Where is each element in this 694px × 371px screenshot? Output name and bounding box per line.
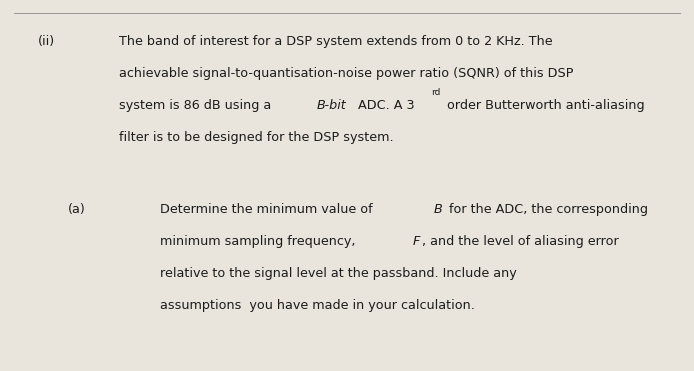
- Text: , and the level of aliasing error: , and the level of aliasing error: [421, 235, 618, 248]
- Text: (ii): (ii): [37, 35, 55, 47]
- Text: ADC. A 3: ADC. A 3: [355, 99, 415, 112]
- Text: assumptions  you have made in your calculation.: assumptions you have made in your calcul…: [160, 299, 475, 312]
- Text: F: F: [412, 235, 420, 248]
- Text: minimum sampling frequency,: minimum sampling frequency,: [160, 235, 359, 248]
- Text: order Butterworth anti-aliasing: order Butterworth anti-aliasing: [443, 99, 645, 112]
- Text: achievable signal-to-quantisation-noise power ratio (SQNR) of this DSP: achievable signal-to-quantisation-noise …: [119, 67, 574, 80]
- Text: relative to the signal level at the passband. Include any: relative to the signal level at the pass…: [160, 267, 517, 280]
- Text: B-bit: B-bit: [316, 99, 346, 112]
- Text: Determine the minimum value of: Determine the minimum value of: [160, 203, 377, 216]
- Text: for the ADC, the corresponding: for the ADC, the corresponding: [445, 203, 648, 216]
- Text: (a): (a): [68, 203, 86, 216]
- Text: filter is to be designed for the DSP system.: filter is to be designed for the DSP sys…: [119, 131, 393, 144]
- Text: The band of interest for a DSP system extends from 0 to 2 KHz. The: The band of interest for a DSP system ex…: [119, 35, 553, 47]
- Text: B: B: [434, 203, 443, 216]
- Text: rd: rd: [431, 88, 441, 97]
- Text: system is 86 dB using a: system is 86 dB using a: [119, 99, 276, 112]
